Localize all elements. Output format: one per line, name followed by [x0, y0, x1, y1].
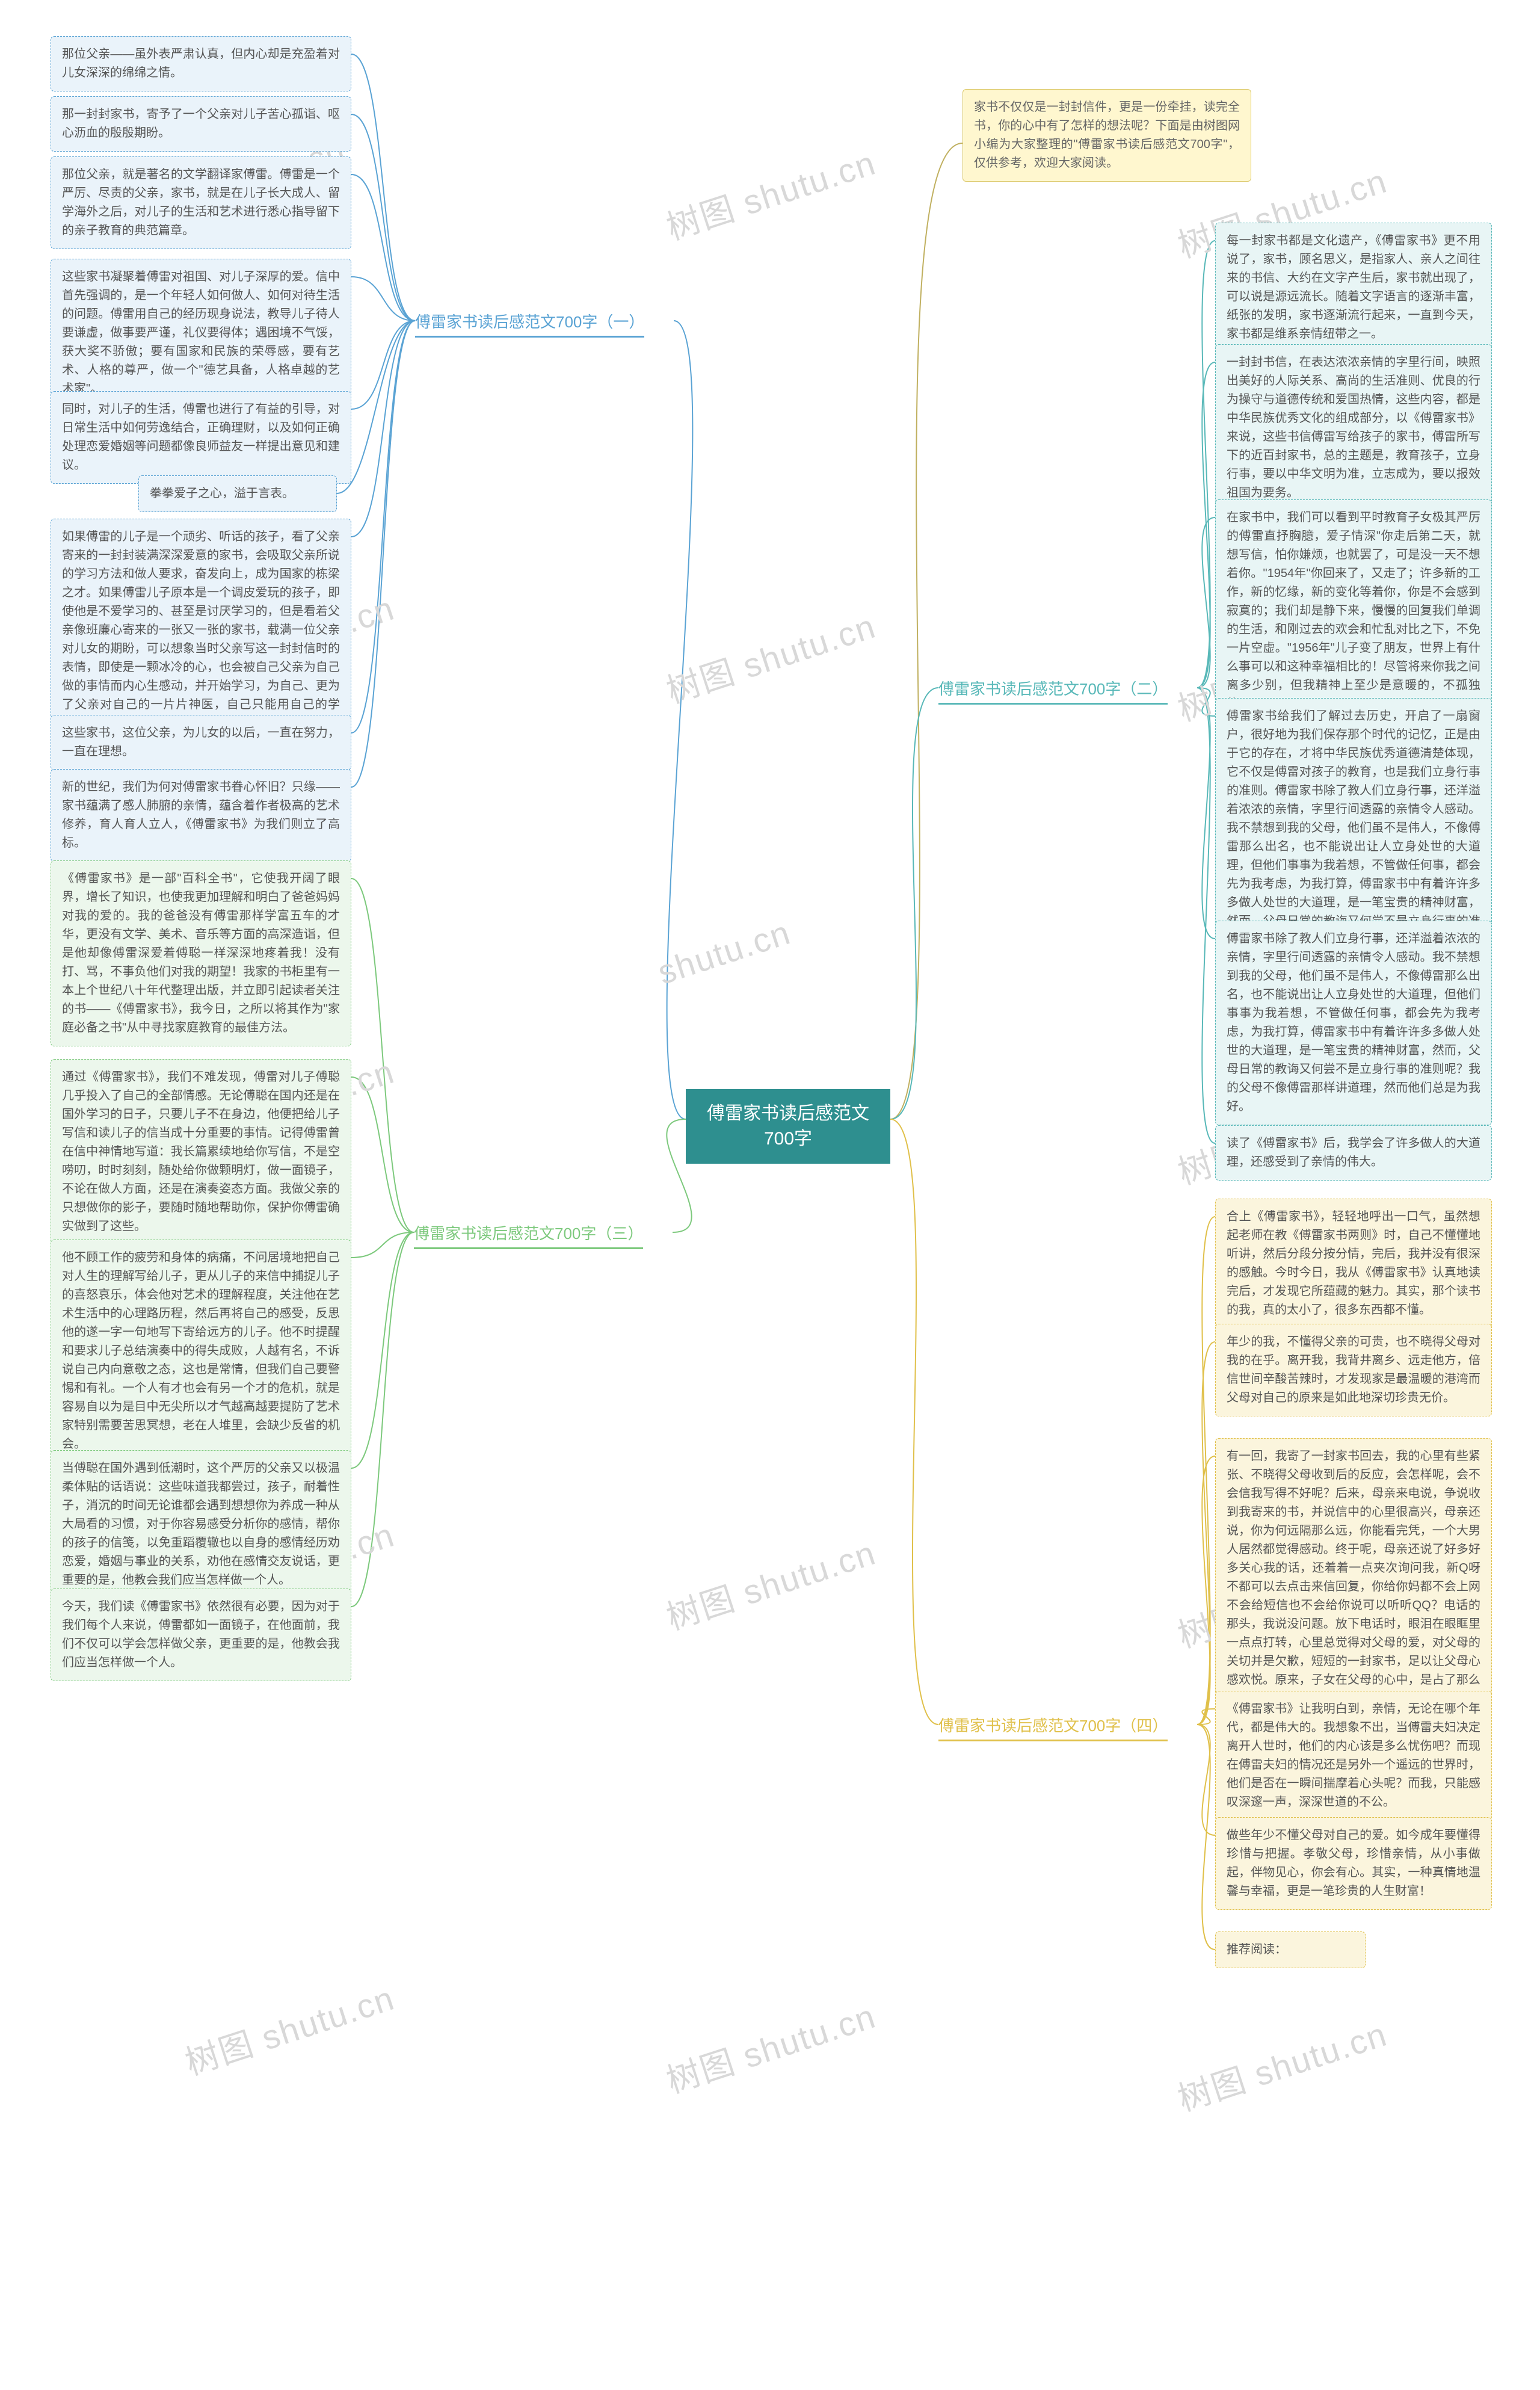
intro-box: 家书不仅仅是一封封信件，更是一份牵挂，读完全书，你的心中有了怎样的想法呢？下面是… [962, 89, 1251, 182]
leaf-node: 读了《傅雷家书》后，我学会了许多做人的大道理，还感受到了亲情的伟大。 [1215, 1125, 1492, 1181]
center-node: 傅雷家书读后感范文700字 [686, 1089, 890, 1164]
leaf-node: 这些家书，这位父亲，为儿女的以后，一直在努力，一直在理想。 [51, 715, 351, 770]
leaf-node: 一封封书信，在表达浓浓亲情的字里行间，映照出美好的人际关系、高尚的生活准则、优良… [1215, 344, 1492, 511]
leaf-node: 那位父亲——虽外表严肃认真，但内心却是充盈着对儿女深深的绵绵之情。 [51, 36, 351, 91]
leaf-node: 新的世纪，我们为何对傅雷家书眷心怀旧？只缘——家书蕴满了感人肺腑的亲情，蕴含着作… [51, 769, 351, 862]
leaf-node: 那一封封家书，寄予了一个父亲对儿子苦心孤诣、呕心沥血的殷殷期盼。 [51, 96, 351, 152]
leaf-node: 每一封家书都是文化遗产，《傅雷家书》更不用说了，家书，顾名思义，是指家人、亲人之… [1215, 223, 1492, 353]
watermark: 树图 shutu.cn [659, 1989, 881, 2103]
leaf-node: 推荐阅读： [1215, 1931, 1366, 1968]
watermark: 树图 shutu.cn [659, 599, 881, 713]
leaf-node: 在家书中，我们可以看到平时教育子女极其严厉的傅雷直抒胸臆，爱子情深"你走后第二天… [1215, 499, 1492, 723]
leaf-node: 那位父亲，就是著名的文学翻译家傅雷。傅雷是一个严厉、尽责的父亲，家书，就是在儿子… [51, 156, 351, 249]
leaf-node: 当傅聪在国外遇到低潮时，这个严厉的父亲又以极温柔体贴的话语说：这些味道我都尝过，… [51, 1450, 351, 1599]
leaf-node: 《傅雷家书》是一部"百科全书"，它使我开阔了眼界，增长了知识，也使我更加理解和明… [51, 860, 351, 1046]
watermark: shutu.cn [653, 912, 796, 992]
leaf-node: 通过《傅雷家书》，我们不难发现，傅雷对儿子傅聪几乎投入了自己的全部情感。无论傅聪… [51, 1059, 351, 1245]
leaf-node: 做些年少不懂父母对自己的爱。如今成年要懂得珍惜与把握。孝敬父母，珍惜亲情，从小事… [1215, 1817, 1492, 1910]
leaf-node: 他不顾工作的疲劳和身体的病痛，不问居境地把自己对人生的理解写给儿子，更从儿子的来… [51, 1240, 351, 1463]
leaf-node: 今天，我们读《傅雷家书》依然很有必要，因为对于我们每个人来说，傅雷都如一面镜子，… [51, 1589, 351, 1681]
leaf-node: 《傅雷家书》让我明白到，亲情，无论在哪个年代，都是伟大的。我想象不出，当傅雷夫妇… [1215, 1691, 1492, 1821]
watermark: 树图 shutu.cn [659, 1526, 881, 1640]
leaf-node: 拳拳爱子之心，溢于言表。 [138, 475, 337, 512]
watermark: 树图 shutu.cn [178, 1971, 400, 2085]
branch-label: 傅雷家书读后感范文700字（二） [938, 677, 1168, 705]
branch-label: 傅雷家书读后感范文700字（一） [415, 310, 644, 338]
leaf-node: 合上《傅雷家书》，轻轻地呼出一口气，虽然想起老师在教《傅雷家书两则》时，自己不懂… [1215, 1199, 1492, 1329]
branch-label: 傅雷家书读后感范文700字（三） [414, 1221, 643, 1249]
leaf-node: 如果傅雷的儿子是一个顽劣、听话的孩子，看了父亲寄来的一封封装满深深爱意的家书，会… [51, 519, 351, 742]
branch-label: 傅雷家书读后感范文700字（四） [938, 1714, 1168, 1741]
watermark: 树图 shutu.cn [1171, 2007, 1393, 2121]
leaf-node: 同时，对儿子的生活，傅雷也进行了有益的引导，对日常生活中如何劳逸结合，正确理财，… [51, 391, 351, 484]
leaf-node: 年少的我，不懂得父亲的可贵，也不晓得父母对我的在乎。离开我，我背井离乡、远走他方… [1215, 1324, 1492, 1416]
leaf-node: 傅雷家书除了教人们立身行事，还洋溢着浓浓的亲情，字里行间透露的亲情令人感动。我不… [1215, 921, 1492, 1125]
leaf-node: 这些家书凝聚着傅雷对祖国、对儿子深厚的爱。信中首先强调的，是一个年轻人如何做人、… [51, 259, 351, 407]
watermark: 树图 shutu.cn [659, 136, 881, 250]
